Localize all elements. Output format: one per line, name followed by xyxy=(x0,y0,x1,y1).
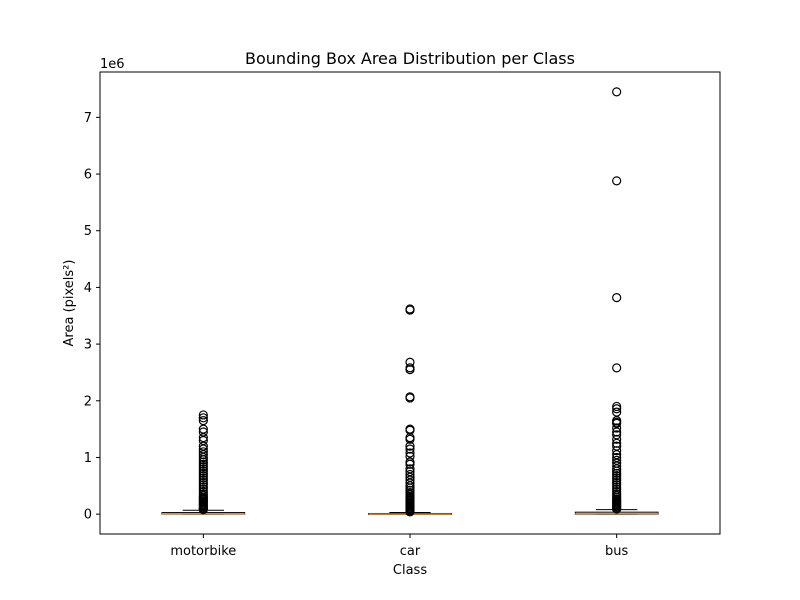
outlier-point xyxy=(612,87,622,97)
y-offset-label: 1e6 xyxy=(100,57,125,72)
outlier-point xyxy=(198,413,208,423)
plot-area xyxy=(161,87,659,517)
y-tick-label: 5 xyxy=(84,224,92,239)
y-tick-label: 6 xyxy=(84,168,92,183)
y-tick-label: 1 xyxy=(84,451,92,466)
y-tick-label: 3 xyxy=(84,338,92,353)
outlier-point xyxy=(405,451,415,461)
outlier-point xyxy=(612,293,622,303)
x-tick-label-bus: bus xyxy=(605,544,628,559)
outlier-point xyxy=(405,464,415,474)
outlier-point xyxy=(198,416,208,426)
outlier-point xyxy=(612,430,622,440)
outlier-point xyxy=(405,448,415,458)
x-tick-label-motorbike: motorbike xyxy=(170,544,236,559)
outlier-point xyxy=(405,424,415,434)
outlier-point xyxy=(612,434,622,444)
outlier-point xyxy=(198,410,208,420)
outlier-point xyxy=(405,304,415,314)
x-tick-label-car: car xyxy=(400,544,421,559)
outlier-point xyxy=(612,452,622,463)
plot-frame xyxy=(99,71,721,535)
chart-title: Bounding Box Area Distribution per Class xyxy=(245,49,575,68)
outlier-point xyxy=(405,392,415,402)
outlier-point xyxy=(612,176,622,186)
box-motorbike xyxy=(161,410,246,515)
outlier-point xyxy=(612,423,622,433)
y-tick-label: 0 xyxy=(84,508,92,523)
y-axis-label: Area (pixels²) xyxy=(62,260,77,347)
box-bus xyxy=(574,87,659,515)
outlier-point xyxy=(198,427,208,437)
outlier-point xyxy=(612,455,622,465)
outlier-point xyxy=(405,357,415,367)
x-axis: motorbike car bus xyxy=(170,534,629,559)
outlier-point xyxy=(612,363,622,373)
y-tick-label: 7 xyxy=(84,111,92,126)
y-tick-label: 4 xyxy=(84,281,92,296)
box-car xyxy=(368,304,452,517)
outlier-point xyxy=(405,467,415,477)
outlier-point xyxy=(612,441,622,451)
outlier-point xyxy=(405,469,415,480)
outlier-point xyxy=(612,446,622,456)
x-axis-label: Class xyxy=(393,563,427,578)
y-tick-label: 2 xyxy=(84,394,92,409)
outlier-point xyxy=(405,444,415,454)
outlier-point xyxy=(405,457,415,467)
outlier-point xyxy=(612,407,622,417)
outlier-point xyxy=(198,447,208,457)
outlier-point xyxy=(612,401,622,412)
y-axis: 0 1 2 3 4 5 6 7 xyxy=(84,111,100,523)
outlier-point xyxy=(405,363,415,373)
